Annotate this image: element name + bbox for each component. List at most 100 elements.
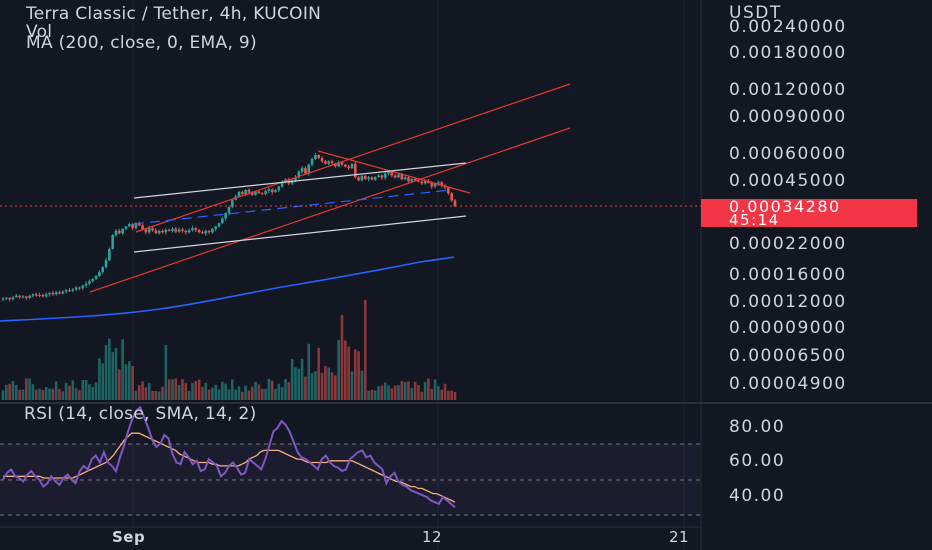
- candle[interactable]: [357, 175, 360, 182]
- candle[interactable]: [327, 160, 331, 166]
- candle[interactable]: [38, 292, 41, 298]
- candle[interactable]: [154, 228, 158, 235]
- candle[interactable]: [373, 176, 377, 181]
- candle[interactable]: [324, 159, 327, 165]
- rsi-legend[interactable]: RSI (14, close, SMA, 14, 2): [24, 404, 257, 424]
- candle[interactable]: [280, 180, 284, 188]
- candle[interactable]: [344, 163, 347, 168]
- candle[interactable]: [201, 230, 204, 234]
- candle[interactable]: [164, 228, 168, 235]
- candle[interactable]: [231, 198, 234, 209]
- candle[interactable]: [11, 295, 15, 301]
- candle[interactable]: [274, 189, 277, 193]
- candle[interactable]: [363, 175, 367, 180]
- candle[interactable]: [380, 174, 384, 180]
- candle[interactable]: [450, 191, 453, 202]
- candle[interactable]: [270, 188, 274, 195]
- candle[interactable]: [91, 278, 95, 283]
- candle[interactable]: [101, 266, 105, 274]
- symbol-title[interactable]: Terra Classic / Tether, 4h, KUCOIN: [26, 4, 322, 24]
- candle[interactable]: [48, 292, 51, 297]
- candle[interactable]: [81, 284, 85, 291]
- candle[interactable]: [260, 192, 264, 196]
- candle[interactable]: [304, 166, 307, 175]
- candle[interactable]: [194, 226, 198, 233]
- candle[interactable]: [1, 297, 5, 302]
- candle[interactable]: [58, 290, 61, 295]
- candle[interactable]: [121, 228, 124, 235]
- candle[interactable]: [353, 162, 357, 179]
- candle[interactable]: [68, 287, 71, 293]
- candle[interactable]: [423, 178, 427, 185]
- candle[interactable]: [54, 290, 58, 296]
- candle[interactable]: [297, 170, 301, 179]
- candle[interactable]: [447, 186, 450, 195]
- candle[interactable]: [310, 157, 314, 167]
- candle[interactable]: [407, 176, 410, 183]
- candle[interactable]: [127, 222, 131, 228]
- candle[interactable]: [207, 230, 211, 235]
- candle[interactable]: [437, 180, 440, 186]
- candle[interactable]: [277, 185, 281, 193]
- candle[interactable]: [337, 160, 340, 168]
- candle[interactable]: [64, 288, 68, 294]
- candle[interactable]: [214, 225, 218, 232]
- candle[interactable]: [5, 296, 8, 300]
- candle[interactable]: [61, 290, 65, 295]
- volume-legend[interactable]: Vol: [26, 22, 53, 42]
- candle[interactable]: [8, 297, 11, 302]
- candle[interactable]: [177, 227, 181, 233]
- candle[interactable]: [393, 173, 397, 179]
- candle[interactable]: [347, 164, 350, 171]
- candle[interactable]: [204, 229, 208, 236]
- candle[interactable]: [111, 234, 114, 250]
- candle[interactable]: [41, 293, 45, 298]
- candle[interactable]: [161, 229, 164, 234]
- candle[interactable]: [420, 180, 424, 185]
- candle[interactable]: [181, 227, 184, 233]
- candle[interactable]: [124, 225, 128, 231]
- candle[interactable]: [383, 172, 387, 180]
- candle[interactable]: [320, 156, 324, 164]
- candle[interactable]: [108, 247, 111, 262]
- candle[interactable]: [151, 227, 154, 232]
- candle[interactable]: [157, 229, 161, 235]
- candle[interactable]: [367, 175, 370, 182]
- candle[interactable]: [174, 227, 178, 233]
- candle[interactable]: [267, 187, 271, 194]
- candle[interactable]: [240, 190, 244, 196]
- candle[interactable]: [141, 224, 144, 231]
- candle[interactable]: [31, 293, 35, 298]
- candle[interactable]: [330, 159, 334, 166]
- candle[interactable]: [440, 181, 444, 188]
- candle[interactable]: [264, 189, 267, 196]
- candle[interactable]: [211, 227, 214, 234]
- trend-drawings[interactable]: [89, 83, 571, 293]
- candle[interactable]: [118, 228, 121, 235]
- candle[interactable]: [350, 163, 354, 170]
- candle[interactable]: [34, 292, 38, 297]
- candle[interactable]: [104, 257, 108, 269]
- candle[interactable]: [370, 176, 374, 181]
- candle[interactable]: [98, 270, 101, 278]
- candle[interactable]: [24, 295, 28, 301]
- candle[interactable]: [131, 223, 134, 231]
- candle[interactable]: [44, 292, 48, 298]
- candle[interactable]: [71, 288, 75, 293]
- candle[interactable]: [78, 286, 81, 291]
- candle[interactable]: [217, 222, 221, 228]
- candle[interactable]: [187, 228, 191, 234]
- candle[interactable]: [88, 279, 91, 286]
- candle[interactable]: [224, 212, 227, 221]
- candle[interactable]: [237, 190, 241, 198]
- candle[interactable]: [300, 166, 304, 174]
- candle[interactable]: [197, 228, 201, 234]
- candle[interactable]: [21, 294, 25, 299]
- candle[interactable]: [314, 152, 317, 161]
- candle[interactable]: [114, 229, 118, 237]
- candle[interactable]: [167, 228, 171, 232]
- candle[interactable]: [227, 205, 231, 216]
- candle[interactable]: [94, 275, 98, 281]
- candle[interactable]: [28, 294, 31, 300]
